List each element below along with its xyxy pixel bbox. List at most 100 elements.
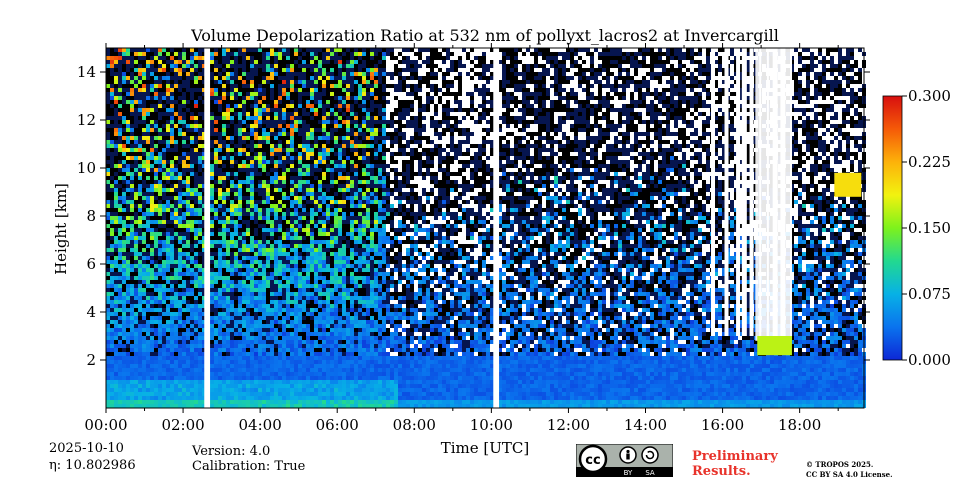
heatmap-cell — [138, 204, 142, 208]
heatmap-cell — [182, 372, 186, 376]
heatmap-cell — [178, 300, 182, 304]
heatmap-cell — [154, 260, 158, 264]
heatmap-cell — [126, 384, 130, 388]
heatmap-cell — [118, 148, 122, 152]
heatmap-cell — [158, 80, 162, 84]
heatmap-cell — [142, 200, 146, 204]
heatmap-cell — [250, 132, 254, 136]
heatmap-cell — [154, 284, 158, 288]
heatmap-cell — [210, 252, 214, 256]
heatmap-cell — [214, 164, 218, 168]
heatmap-cell — [146, 108, 150, 112]
heatmap-cell — [210, 288, 214, 292]
heatmap-cell — [178, 292, 182, 296]
heatmap-cell — [162, 200, 166, 204]
heatmap-cell — [114, 292, 118, 296]
heatmap-cell — [218, 124, 222, 128]
heatmap-cell — [170, 248, 174, 252]
heatmap-cell — [286, 108, 290, 112]
heatmap-cell — [222, 240, 226, 244]
heatmap-cell — [254, 248, 258, 252]
heatmap-cell — [222, 196, 226, 200]
heatmap-cell — [118, 292, 122, 296]
heatmap-cell — [222, 164, 226, 168]
heatmap-cell — [286, 344, 290, 348]
heatmap-cell — [270, 320, 274, 324]
heatmap-cell — [230, 280, 234, 284]
heatmap-cell — [194, 388, 198, 392]
heatmap-cell — [130, 64, 134, 68]
heatmap-cell — [254, 156, 258, 160]
heatmap-cell — [110, 248, 114, 252]
heatmap-cell — [138, 188, 142, 192]
heatmap-cell — [278, 224, 282, 228]
heatmap-cell — [174, 160, 178, 164]
heatmap-cell — [138, 96, 142, 100]
heatmap-cell — [198, 212, 202, 216]
heatmap-cell — [174, 296, 178, 300]
heatmap-cell — [122, 304, 126, 308]
heatmap-cell — [134, 212, 138, 216]
heatmap-cell — [118, 372, 122, 376]
heatmap-cell — [238, 308, 242, 312]
heatmap-cell — [154, 272, 158, 276]
heatmap-cell — [282, 304, 286, 308]
heatmap-cell — [270, 124, 274, 128]
heatmap-cell — [126, 140, 130, 144]
heatmap-cell — [146, 240, 150, 244]
heatmap-cell — [278, 64, 282, 68]
heatmap-cell — [154, 124, 158, 128]
heatmap-cell — [186, 192, 190, 196]
heatmap-cell — [142, 372, 146, 376]
heatmap-cell — [290, 276, 294, 280]
heatmap-cell — [250, 208, 254, 212]
heatmap-cell — [110, 364, 114, 368]
heatmap-cell — [230, 384, 234, 388]
heatmap-cell — [114, 184, 118, 188]
heatmap-cell — [266, 384, 270, 388]
heatmap-cell — [238, 344, 242, 348]
heatmap-cell — [226, 56, 230, 60]
heatmap-cell — [194, 372, 198, 376]
heatmap-cell — [258, 160, 262, 164]
heatmap-cell — [262, 288, 266, 292]
heatmap-cell — [226, 236, 230, 240]
heatmap-cell — [162, 332, 166, 336]
heatmap-cell — [250, 376, 254, 380]
heatmap-cell — [118, 348, 122, 352]
heatmap-cell — [274, 156, 278, 160]
heatmap-cell — [118, 332, 122, 336]
heatmap-cell — [234, 200, 238, 204]
heatmap-cell — [106, 108, 110, 112]
heatmap-cell — [286, 288, 290, 292]
heatmap-cell — [254, 180, 258, 184]
heatmap-cell — [254, 116, 258, 120]
heatmap-cell — [110, 344, 114, 348]
heatmap-cell — [210, 336, 214, 340]
heatmap-cell — [266, 244, 270, 248]
heatmap-cell — [170, 396, 174, 400]
heatmap-cell — [170, 80, 174, 84]
heatmap-cell — [210, 340, 214, 344]
heatmap-cell — [290, 392, 294, 396]
heatmap-cell — [230, 272, 234, 276]
heatmap-cell — [174, 176, 178, 180]
heatmap-cell — [242, 52, 246, 56]
heatmap-cell — [226, 136, 230, 140]
heatmap-cell — [226, 284, 230, 288]
heatmap-cell — [262, 64, 266, 68]
heatmap-cell — [218, 268, 222, 272]
heatmap-cell — [214, 120, 218, 124]
heatmap-cell — [138, 328, 142, 332]
heatmap-cell — [150, 112, 154, 116]
heatmap-cell — [230, 180, 234, 184]
heatmap-cell — [134, 124, 138, 128]
heatmap-cell — [282, 72, 286, 76]
heatmap-cell — [154, 404, 158, 408]
heatmap-cell — [246, 100, 250, 104]
heatmap-cell — [154, 116, 158, 120]
heatmap-cell — [174, 384, 178, 388]
heatmap-cell — [266, 152, 270, 156]
heatmap-cell — [126, 176, 130, 180]
heatmap-cell — [134, 324, 138, 328]
